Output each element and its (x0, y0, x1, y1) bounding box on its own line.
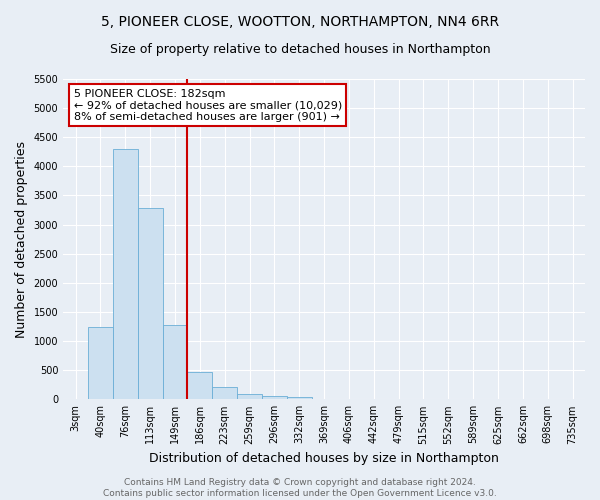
Text: 5, PIONEER CLOSE, WOOTTON, NORTHAMPTON, NN4 6RR: 5, PIONEER CLOSE, WOOTTON, NORTHAMPTON, … (101, 15, 499, 29)
X-axis label: Distribution of detached houses by size in Northampton: Distribution of detached houses by size … (149, 452, 499, 465)
Bar (88, 326, 113, 400)
Bar (113, 149, 138, 400)
Bar (287, 398, 311, 400)
Bar (212, 387, 237, 400)
Y-axis label: Number of detached properties: Number of detached properties (15, 140, 28, 338)
Bar (262, 396, 287, 400)
Text: 5 PIONEER CLOSE: 182sqm
← 92% of detached houses are smaller (10,029)
8% of semi: 5 PIONEER CLOSE: 182sqm ← 92% of detache… (74, 88, 342, 122)
Text: Contains HM Land Registry data © Crown copyright and database right 2024.
Contai: Contains HM Land Registry data © Crown c… (103, 478, 497, 498)
Bar (237, 394, 262, 400)
Bar (138, 208, 163, 400)
Bar (187, 372, 212, 400)
Text: Size of property relative to detached houses in Northampton: Size of property relative to detached ho… (110, 42, 490, 56)
Bar (163, 325, 187, 400)
